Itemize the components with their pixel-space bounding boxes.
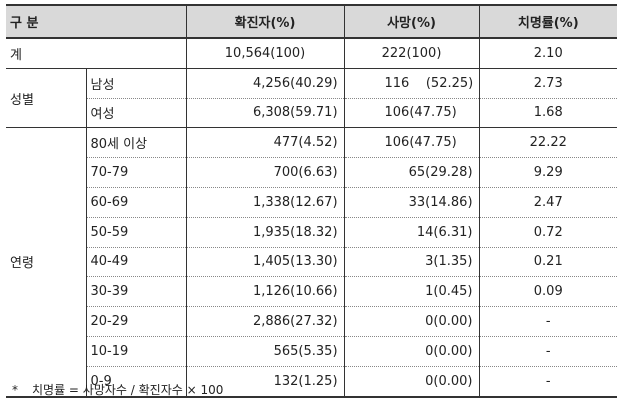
footnote: * 치명률 = 사망자수 / 확진자수 × 100 xyxy=(12,381,223,398)
table-row: 40-49 1,405(13.30) 3(1.35) 0.21 xyxy=(6,247,618,278)
header-category: 구 분 xyxy=(6,4,187,39)
deaths-cell: 106(47.75) xyxy=(343,98,480,129)
row-label: 여성 xyxy=(85,98,187,129)
total-deaths: 222(100) xyxy=(343,38,480,69)
fatality-cell: 0.72 xyxy=(478,217,618,248)
table-row: 50-59 1,935(18.32) 14(6.31) 0.72 xyxy=(6,217,618,248)
total-confirmed: 10,564(100) xyxy=(185,38,345,69)
table-row: 연령 80세 이상 477(4.52) 106(47.75) 22.22 xyxy=(6,127,618,398)
confirmed-cell: 477(4.52) xyxy=(185,127,345,159)
row-label: 40-49 xyxy=(85,247,187,278)
row-label: 30-39 xyxy=(85,276,187,308)
sex-group-label: 성별 xyxy=(6,68,86,129)
confirmed-cell: 4,256(40.29) xyxy=(185,68,345,99)
deaths-cell: 116 (52.25) xyxy=(343,68,480,99)
table-row: 10-19 565(5.35) 0(0.00) - xyxy=(6,336,618,367)
deaths-cell: 33(14.86) xyxy=(343,187,480,218)
deaths-cell: 1(0.45) xyxy=(343,276,480,308)
fatality-cell: - xyxy=(478,306,618,337)
confirmed-cell: 700(6.63) xyxy=(185,157,345,188)
confirmed-cell: 132(1.25) xyxy=(185,366,345,398)
deaths-cell: 65(29.28) xyxy=(343,157,480,188)
confirmed-cell: 2,886(27.32) xyxy=(185,306,345,337)
row-label: 60-69 xyxy=(85,187,187,218)
deaths-cell: 3(1.35) xyxy=(343,247,480,278)
fatality-cell: - xyxy=(478,366,618,398)
table-row: 성별 남성 4,256(40.29) 116 (52.25) 2.73 xyxy=(6,68,618,129)
header-fatality: 치명률(%) xyxy=(478,4,618,39)
deaths-cell: 0(0.00) xyxy=(343,366,480,398)
total-row: 계 10,564(100) 222(100) 2.10 xyxy=(6,38,618,69)
total-fatality: 2.10 xyxy=(478,38,618,69)
confirmed-cell: 565(5.35) xyxy=(185,336,345,367)
total-label: 계 xyxy=(6,38,187,69)
row-label: 10-19 xyxy=(85,336,187,367)
deaths-cell: 0(0.00) xyxy=(343,336,480,367)
age-group-label: 연령 xyxy=(6,127,86,398)
row-label: 남성 xyxy=(85,68,187,99)
deaths-cell: 106(47.75) xyxy=(343,127,480,159)
row-label: 50-59 xyxy=(85,217,187,248)
fatality-cell: 22.22 xyxy=(478,127,618,159)
deaths-cell: 14(6.31) xyxy=(343,217,480,248)
fatality-cell: 0.09 xyxy=(478,276,618,308)
confirmed-cell: 1,935(18.32) xyxy=(185,217,345,248)
row-label: 70-79 xyxy=(85,157,187,188)
confirmed-cell: 1,405(13.30) xyxy=(185,247,345,278)
row-label: 0-9 xyxy=(85,366,187,398)
confirmed-cell: 6,308(59.71) xyxy=(185,98,345,129)
table-row: 20-29 2,886(27.32) 0(0.00) - xyxy=(6,306,618,337)
fatality-cell: 9.29 xyxy=(478,157,618,188)
confirmed-cell: 1,126(10.66) xyxy=(185,276,345,308)
table-row: 30-39 1,126(10.66) 1(0.45) 0.09 xyxy=(6,276,618,308)
table-row: 0-9 132(1.25) 0(0.00) - xyxy=(6,366,618,398)
confirmed-cell: 1,338(12.67) xyxy=(185,187,345,218)
fatality-cell: 2.47 xyxy=(478,187,618,218)
table-row: 70-79 700(6.63) 65(29.28) 9.29 xyxy=(6,157,618,188)
deaths-cell: 0(0.00) xyxy=(343,306,480,337)
header-confirmed: 확진자(%) xyxy=(185,4,345,39)
footnote-marker: * xyxy=(12,383,18,397)
covid-statistics-table: 구 분 확진자(%) 사망(%) 치명률(%) 계 10,564(100) 22… xyxy=(6,4,618,398)
table-row: 60-69 1,338(12.67) 33(14.86) 2.47 xyxy=(6,187,618,218)
header-deaths: 사망(%) xyxy=(343,4,480,39)
fatality-cell: - xyxy=(478,336,618,367)
footnote-text: 치명률 = 사망자수 / 확진자수 × 100 xyxy=(32,383,224,397)
fatality-cell: 0.21 xyxy=(478,247,618,278)
fatality-cell: 1.68 xyxy=(478,98,618,129)
table-header-row: 구 분 확진자(%) 사망(%) 치명률(%) xyxy=(6,4,618,39)
table-row: 여성 6,308(59.71) 106(47.75) 1.68 xyxy=(6,98,618,129)
fatality-cell: 2.73 xyxy=(478,68,618,99)
row-label: 20-29 xyxy=(85,306,187,337)
row-label: 80세 이상 xyxy=(85,127,187,159)
